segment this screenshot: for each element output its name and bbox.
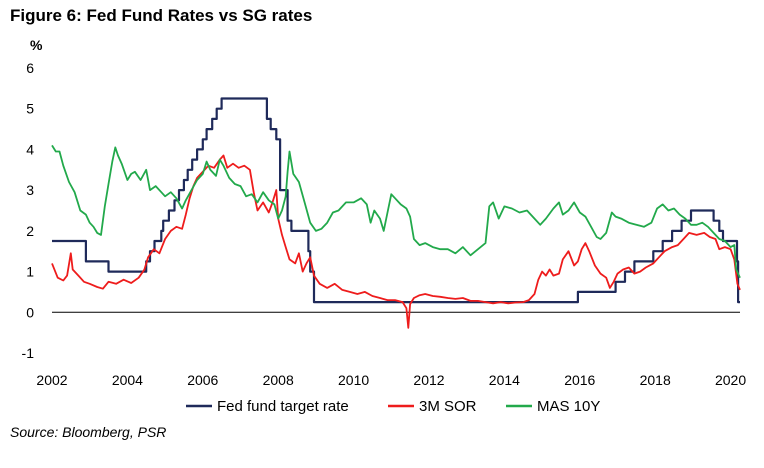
y-tick-label: 6 [26, 60, 34, 76]
legend-label-1: Fed fund target rate [217, 398, 349, 415]
series-line-3 [51, 144, 741, 279]
y-tick-label: 4 [26, 141, 34, 157]
y-tick-label: 5 [26, 101, 34, 117]
y-tick-label: -1 [22, 345, 35, 361]
x-tick-label: 2014 [489, 372, 520, 388]
x-tick-label: 2004 [112, 372, 143, 388]
legend-label-3: MAS 10Y [537, 398, 600, 415]
series-line-2 [51, 154, 741, 329]
x-tick-label: 2010 [338, 372, 369, 388]
y-axis-unit-label: % [30, 37, 43, 53]
y-tick-label: 1 [26, 264, 34, 280]
chart-title: Figure 6: Fed Fund Rates vs SG rates [10, 6, 313, 25]
x-tick-label: 2012 [413, 372, 444, 388]
series-lines [51, 97, 741, 329]
x-tick-label: 2016 [564, 372, 595, 388]
x-tick-label: 2008 [263, 372, 294, 388]
x-tick-label: 2020 [715, 372, 746, 388]
axis-ticks: -1 0 1 2 3 4 5 6 2002 2004 2006 2008 2010 2012 2014 201… [22, 60, 747, 388]
legend-label-2: 3M SOR [419, 398, 477, 415]
series-line-1 [52, 97, 740, 304]
source-note: Source: Bloomberg, PSR [10, 424, 167, 440]
x-tick-label: 2006 [187, 372, 218, 388]
y-tick-label: 3 [26, 182, 34, 198]
legend: Fed fund target rate 3M SOR MAS 10Y [186, 398, 600, 415]
x-tick-label: 2002 [36, 372, 67, 388]
y-tick-label: 0 [26, 304, 34, 320]
x-tick-label: 2018 [640, 372, 671, 388]
y-tick-label: 2 [26, 223, 34, 239]
